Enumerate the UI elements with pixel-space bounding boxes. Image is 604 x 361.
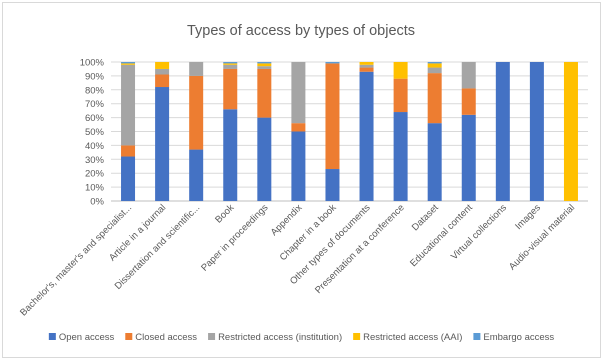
bar-segment bbox=[155, 74, 170, 88]
legend-swatch bbox=[208, 333, 216, 340]
bar-segment bbox=[121, 145, 136, 157]
bar-segment bbox=[461, 114, 476, 201]
gridlines bbox=[111, 61, 588, 202]
bar-segment bbox=[121, 62, 136, 64]
x-category-label: Paper in proceedings bbox=[199, 202, 270, 273]
bar-segment bbox=[461, 62, 476, 89]
bar-segment bbox=[461, 88, 476, 115]
bar-segment bbox=[189, 149, 204, 201]
bar-segment bbox=[291, 131, 306, 201]
bar-segment bbox=[189, 62, 204, 76]
bar-segment bbox=[427, 123, 442, 201]
y-tick-label: 50% bbox=[85, 127, 105, 138]
bar-segment bbox=[359, 62, 374, 65]
bar-segment bbox=[427, 67, 442, 74]
legend-item: Restricted access (institution) bbox=[208, 332, 342, 343]
y-tick-label: 0% bbox=[90, 197, 104, 208]
bar-segment bbox=[121, 156, 136, 201]
bar-segment bbox=[155, 87, 170, 201]
y-tick-label: 80% bbox=[85, 85, 105, 96]
bar-segment bbox=[325, 62, 340, 64]
bar-segment bbox=[427, 62, 442, 64]
y-tick-label: 70% bbox=[85, 99, 105, 110]
bar-segment bbox=[427, 73, 442, 124]
bar-segment bbox=[257, 62, 272, 64]
bar-segment bbox=[257, 68, 272, 118]
bar-segment bbox=[155, 68, 170, 75]
bar-segment bbox=[359, 64, 374, 68]
y-tick-label: 100% bbox=[80, 58, 105, 69]
bar-segment bbox=[291, 62, 306, 124]
legend-label: Embargo access bbox=[483, 332, 554, 343]
bar-segment bbox=[563, 62, 578, 201]
y-tick-label: 40% bbox=[85, 141, 105, 152]
bar-segment bbox=[393, 112, 408, 201]
legend-label: Closed access bbox=[135, 332, 197, 343]
chart-title: Types of access by types of objects bbox=[187, 23, 415, 39]
x-category-label: Images bbox=[513, 202, 543, 232]
legend-swatch bbox=[125, 333, 133, 340]
legend-item: Closed access bbox=[125, 332, 197, 343]
legend: Open access Closed access Restricted acces… bbox=[48, 332, 554, 343]
legend-swatch bbox=[353, 333, 361, 340]
y-tick-label: 20% bbox=[85, 169, 105, 180]
y-tick-label: 60% bbox=[85, 113, 105, 124]
legend-item: Open access bbox=[48, 332, 115, 343]
legend-swatch bbox=[48, 333, 56, 340]
bars bbox=[121, 62, 578, 201]
bar-segment bbox=[121, 64, 136, 146]
bar-segment bbox=[393, 62, 408, 79]
x-category-label: Educational content bbox=[408, 202, 475, 269]
legend-item: Embargo access bbox=[473, 332, 554, 343]
bar-segment bbox=[359, 67, 374, 72]
x-category-label: Book bbox=[213, 202, 236, 225]
bar-segment bbox=[393, 78, 408, 113]
legend-swatch bbox=[473, 333, 481, 340]
legend-label: Restricted access (AAI) bbox=[363, 332, 462, 343]
bar-segment bbox=[257, 66, 272, 69]
bar-segment bbox=[223, 109, 238, 201]
bar-segment bbox=[189, 75, 204, 150]
bar-segment bbox=[427, 63, 442, 68]
x-axis-labels: Bachelor's, master's and specialist...Ar… bbox=[18, 202, 577, 318]
bar-segment bbox=[223, 68, 238, 110]
legend-label: Restricted access (institution) bbox=[218, 332, 342, 343]
x-category-label: Dataset bbox=[410, 202, 441, 233]
bar-segment bbox=[325, 63, 340, 170]
bar-segment bbox=[257, 63, 272, 67]
bar-segment bbox=[359, 71, 374, 201]
bar-segment bbox=[325, 169, 340, 201]
bar-segment bbox=[121, 63, 136, 65]
y-tick-label: 90% bbox=[85, 71, 105, 82]
chart-frame: Types of access by types of objects 0% 10… bbox=[2, 2, 601, 358]
y-tick-label: 30% bbox=[85, 155, 105, 166]
x-category-label: Audio-visual material bbox=[507, 202, 577, 272]
y-axis-ticks: 0% 10% 20% 30% 40% 50% 60% 70% 80% 90% 100% bbox=[80, 58, 105, 208]
legend-item: Restricted access (AAI) bbox=[353, 332, 462, 343]
bar-segment bbox=[223, 62, 238, 64]
bar-segment bbox=[155, 62, 170, 69]
bar-segment bbox=[495, 62, 510, 201]
bar-segment bbox=[257, 117, 272, 201]
bar-segment bbox=[529, 62, 544, 201]
legend-label: Open access bbox=[59, 332, 115, 343]
bar-segment bbox=[223, 64, 238, 69]
stacked-bar-chart: Types of access by types of objects 0% 10… bbox=[18, 23, 588, 343]
y-tick-label: 10% bbox=[85, 183, 105, 194]
bar-segment bbox=[223, 63, 238, 65]
bar-segment bbox=[291, 123, 306, 132]
